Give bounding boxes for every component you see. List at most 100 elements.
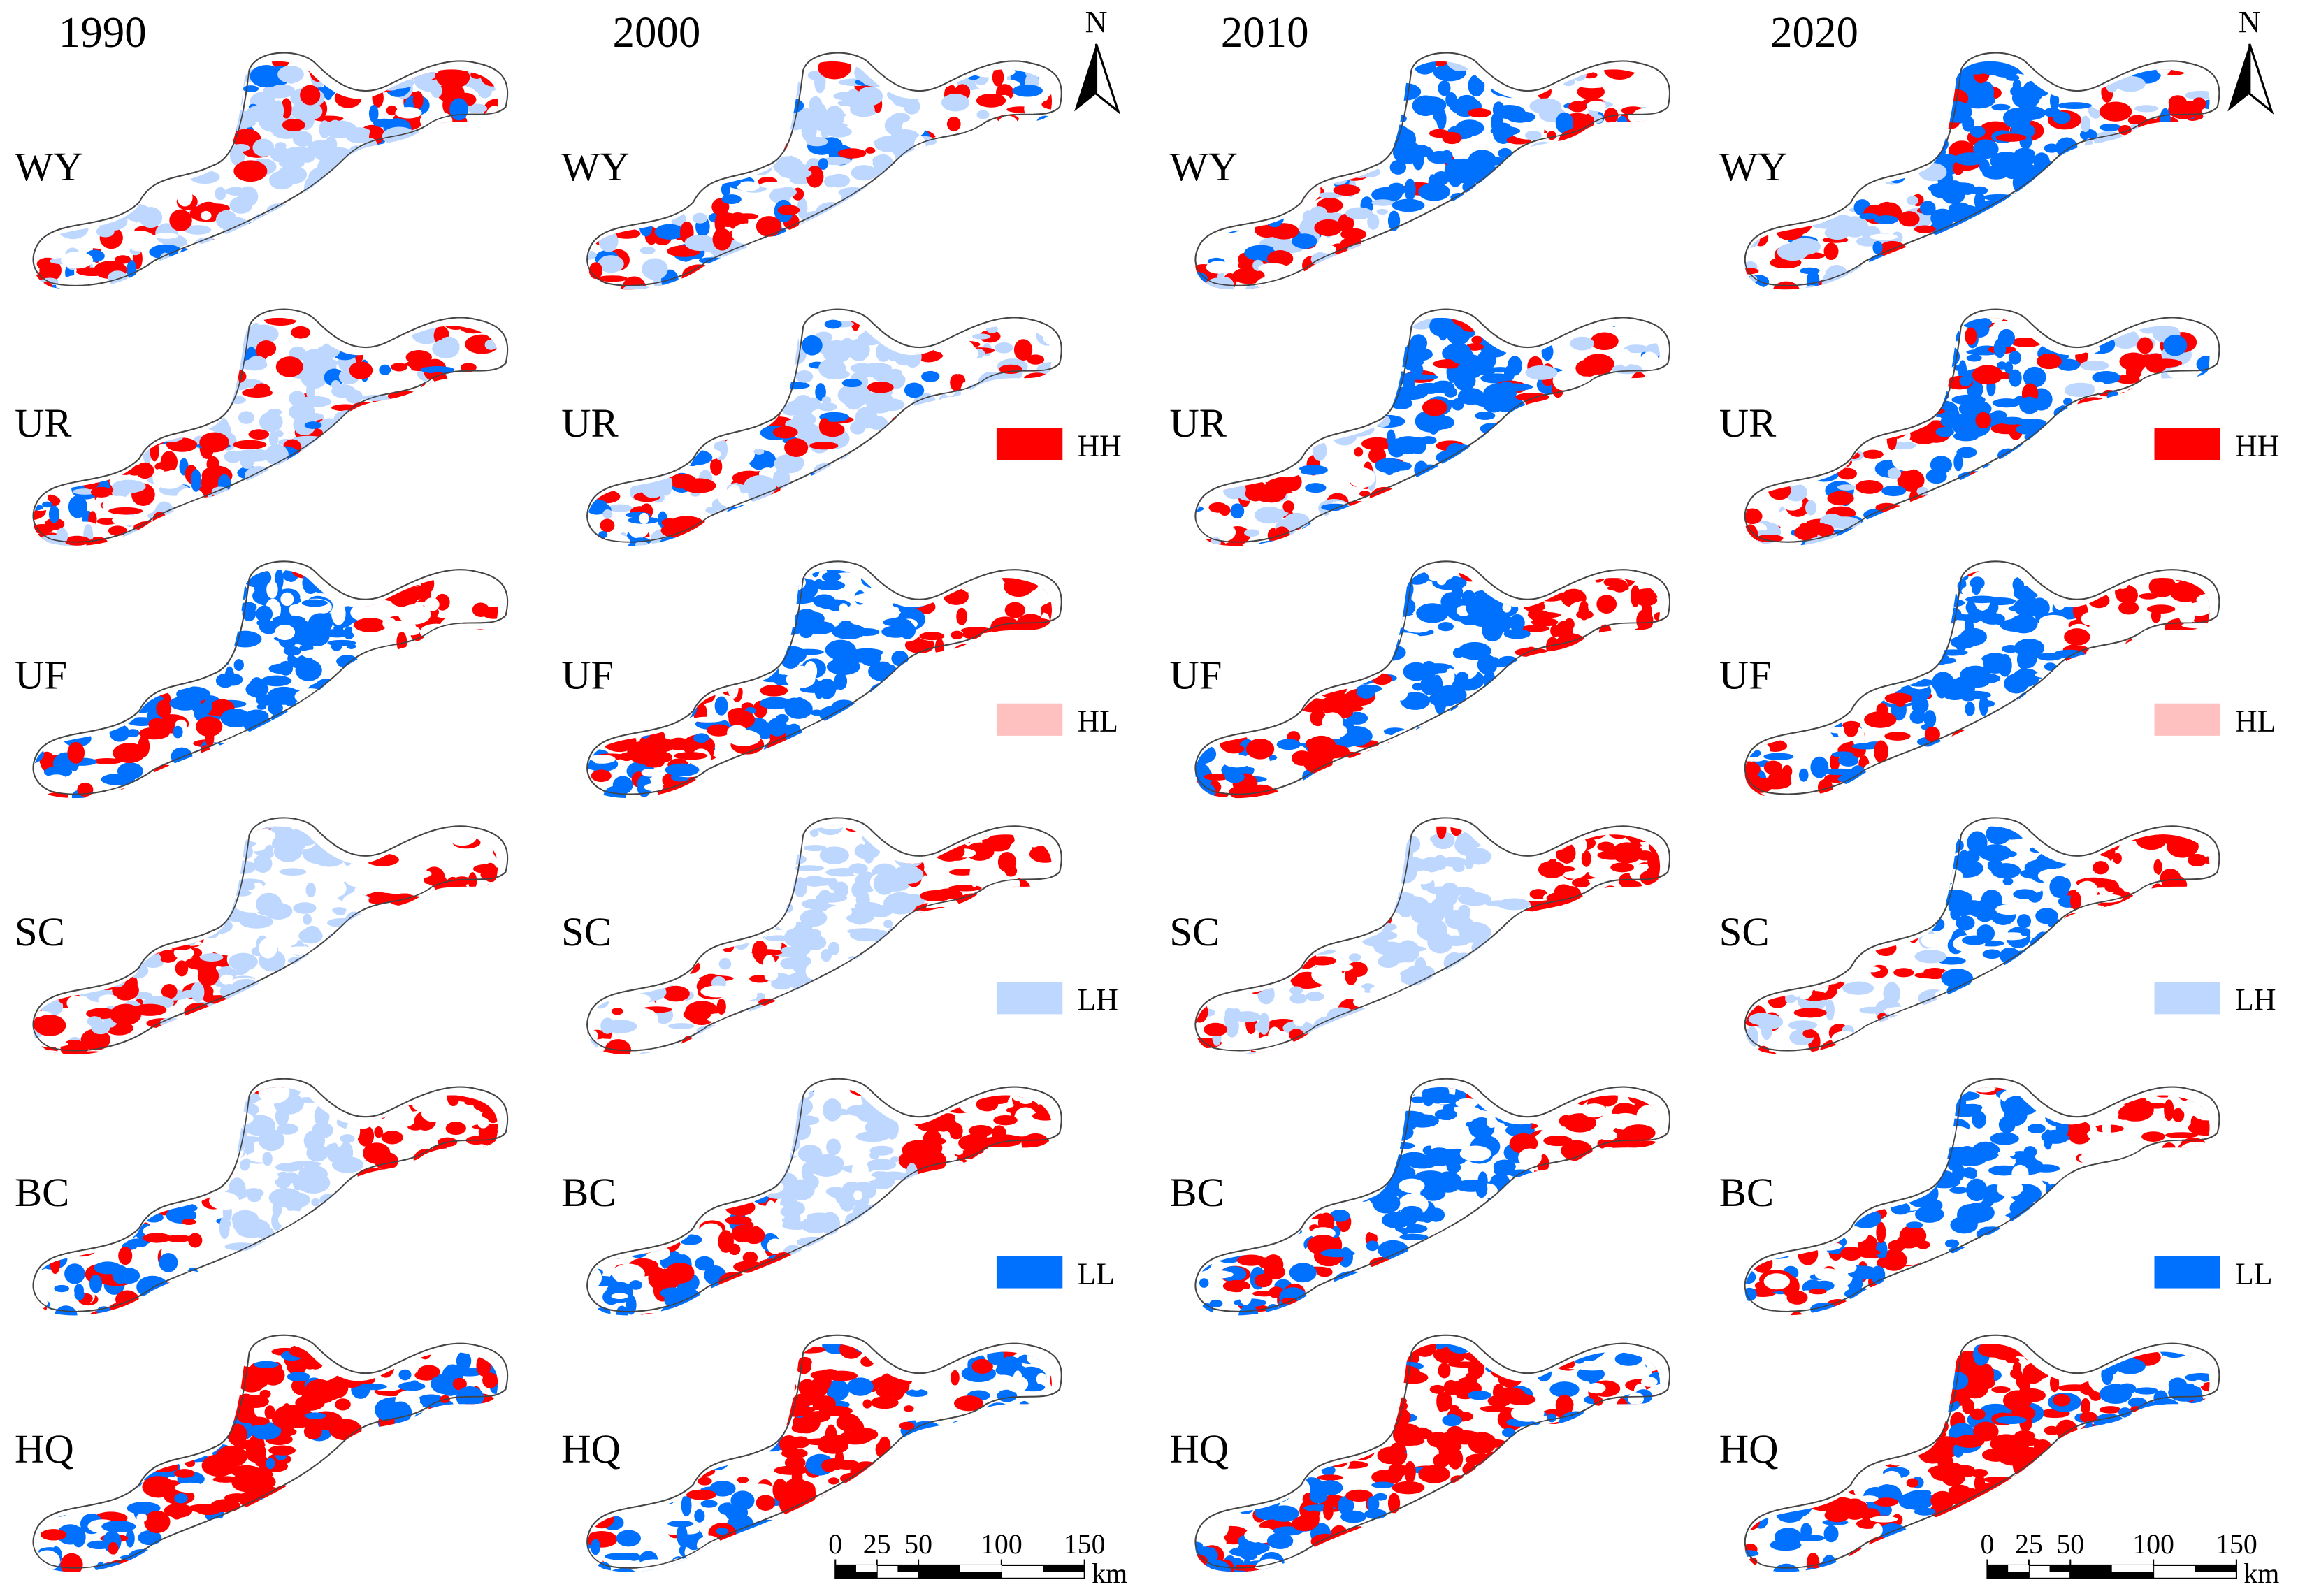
map-patch [845,792,864,799]
map-patch [2188,520,2203,540]
map-patch [205,317,224,328]
map-patch [466,502,476,509]
map-patch [1273,377,1294,387]
map-patch [301,367,327,389]
map-patch [2178,401,2205,412]
map-patch [2083,147,2095,170]
map-patch [747,376,773,391]
map-patch [1456,361,1483,379]
map-patch [1312,384,1332,392]
map-patch [218,583,239,594]
map-patch [658,537,684,546]
map-patch [638,427,653,442]
map-patch [338,699,350,718]
map-patch [454,726,476,743]
map-patch [1359,72,1378,83]
map-patch [772,469,790,488]
map-patch [1386,429,1396,446]
map-patch [275,277,298,290]
map-patch [492,684,498,696]
map-patch [1196,326,1222,344]
map-patch [1617,140,1640,160]
map-patch [707,540,725,546]
map-patch [1318,421,1331,437]
map-patch [69,402,90,416]
map-patch [2004,361,2014,374]
map-patch [331,204,364,219]
map-patch [1570,282,1597,290]
map-patch [841,263,867,277]
map-patch [1524,131,1542,140]
map-patch [147,61,159,68]
map-patch [1744,80,1748,89]
map-patch [468,671,494,690]
map-patch [823,502,852,514]
map-patch [710,340,725,352]
map-patch [1568,61,1591,70]
map-patch [1265,330,1292,351]
map-patch [356,61,378,68]
map-patch [438,336,460,358]
map-patch [2197,372,2210,385]
map-patch [1884,108,1910,120]
map-patch [730,531,743,546]
map-patch [1603,252,1618,263]
map-patch [259,618,279,634]
map-patch [238,411,254,424]
map-patch [258,108,280,131]
map-patch [124,96,156,117]
map-patch [696,370,709,389]
map-patch [1341,534,1373,542]
map-patch [388,537,422,546]
map-patch [49,349,66,365]
map-patch [2109,282,2132,290]
map-patch [1890,274,1916,290]
map-patch [275,463,298,483]
map-patch [2035,458,2062,470]
map-patch [1744,317,1754,327]
map-patch [1371,187,1403,203]
map-patch [1018,741,1027,761]
map-patch [1605,418,1624,432]
map-patch [1603,280,1612,289]
map-patch [431,762,454,769]
map-patch [793,523,811,537]
map-patch [930,723,948,744]
map-patch [2145,275,2160,290]
map-patch [954,748,968,761]
map-patch [929,194,960,202]
map-patch [62,594,80,609]
map-patch [1630,396,1651,408]
map-patch [703,343,734,360]
map-patch [724,126,748,144]
map-patch [352,487,372,505]
map-patch [371,698,382,716]
map-panel [1744,52,2220,290]
map-patch [1310,281,1333,289]
map-patch [419,145,439,161]
map-patch [751,393,764,400]
map-patch [458,720,477,734]
map-patch [2014,457,2046,464]
map-patch [1432,415,1454,430]
map-patch [145,637,166,644]
map-patch [1245,440,1266,452]
map-patch [1195,132,1217,142]
map-patch [1548,457,1583,481]
map-patch [828,173,851,188]
map-patch [1610,219,1630,235]
map-patch [66,317,83,326]
map-patch [193,786,228,795]
map-patch [1744,317,1762,321]
map-patch [1989,502,2016,518]
map-patch [964,202,980,217]
map-patch [1273,170,1300,182]
map-patch [1834,410,1855,429]
map-patch [2161,414,2171,430]
map-patch [33,627,43,643]
map-patch [1620,208,1647,228]
map-patch [447,452,461,464]
map-patch [1301,113,1331,125]
map-patch [1815,66,1849,84]
map-patch [359,732,377,748]
